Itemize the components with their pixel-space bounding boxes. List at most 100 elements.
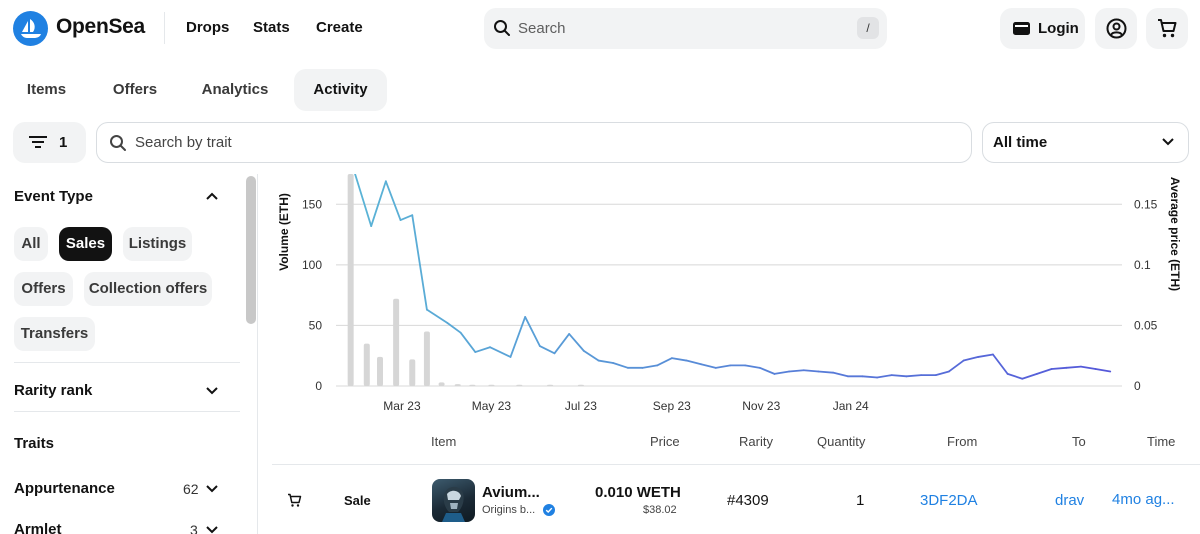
opensea-logo[interactable] [13, 11, 48, 46]
average-price-line-segment [509, 316, 527, 358]
average-price-line-segment [426, 308, 449, 324]
profile-button[interactable] [1095, 8, 1137, 49]
sidebar-scrollbar[interactable] [246, 176, 256, 324]
nft-thumbnail[interactable] [432, 479, 475, 522]
column-header-rarity[interactable]: Rarity [739, 434, 773, 449]
cart-icon [288, 493, 302, 507]
average-price-line-segment [411, 214, 428, 311]
average-price-line-segment [597, 359, 615, 364]
rarity-rank-heading[interactable]: Rarity rank [14, 382, 93, 399]
activity-chart: 0 0 50 0.05 100 0.1 150 0.15 Mar 23 May 23 Jul 23 S… [277, 174, 1182, 413]
event-chip-offers[interactable]: Offers [14, 272, 73, 306]
x-tick-label: Jul 23 [565, 399, 597, 413]
login-label: Login [1038, 20, 1079, 37]
average-price-line-segment [1006, 372, 1024, 380]
average-price-line-segment [905, 374, 923, 378]
column-header-to[interactable]: To [1072, 434, 1086, 449]
x-tick-label: Sep 23 [653, 399, 691, 413]
average-price-line-segment [934, 370, 950, 376]
global-search-input[interactable]: Search / [484, 8, 887, 49]
search-icon [110, 135, 126, 151]
average-price-line-segment [890, 374, 908, 378]
volume-bar [347, 174, 354, 386]
event-chip-collection-offers[interactable]: Collection offers [84, 272, 212, 306]
search-placeholder: Search [518, 20, 566, 37]
search-shortcut-key: / [857, 17, 879, 39]
filter-toggle-button[interactable]: 1 [13, 122, 86, 163]
average-price-line-segment [802, 369, 820, 373]
collection-name[interactable]: Origins b... [482, 504, 536, 516]
average-price-line-segment [1080, 365, 1097, 370]
average-price-line-segment [641, 364, 659, 369]
y-right-tick-label: 0.1 [1134, 258, 1151, 272]
y-left-tick-label: 50 [309, 318, 323, 332]
cart-button[interactable] [1146, 8, 1188, 49]
time-range-select[interactable]: All time [982, 122, 1189, 163]
event-chip-all[interactable]: All [14, 227, 48, 261]
column-header-time[interactable]: Time [1147, 434, 1176, 449]
average-price-line-segment [714, 364, 732, 369]
column-header-from[interactable]: From [947, 434, 978, 449]
tab-activity[interactable]: Activity [294, 69, 387, 111]
y-left-tick-label: 100 [302, 258, 322, 272]
search-icon [493, 19, 511, 42]
time-link[interactable]: 4mo ag... [1112, 491, 1175, 508]
nav-create[interactable]: Create [316, 19, 363, 36]
tab-items[interactable]: Items [26, 81, 67, 98]
column-header-quantity[interactable]: Quantity [817, 434, 866, 449]
average-price-line-segment [1094, 368, 1112, 373]
volume-bar [516, 384, 523, 386]
volume-bar [577, 384, 584, 386]
y-right-tick-label: 0 [1134, 379, 1141, 393]
average-price-line-segment [553, 333, 571, 355]
average-price-line-segment [1036, 368, 1053, 375]
tab-offers[interactable]: Offers [112, 81, 158, 98]
item-name[interactable]: Avium... [482, 484, 540, 501]
volume-bar [423, 331, 430, 386]
column-header-price[interactable]: Price [650, 434, 680, 449]
trait-group-armlet[interactable]: Armlet [14, 521, 62, 534]
y-right-tick-label: 0.05 [1134, 318, 1158, 332]
brand-name[interactable]: OpenSea [56, 15, 145, 38]
sidebar-divider [14, 411, 240, 412]
y-right-axis-title: Average price (ETH) [1168, 177, 1182, 291]
column-header-item[interactable]: Item [431, 434, 457, 449]
rarity-value: #4309 [727, 492, 769, 509]
event-chip-listings[interactable]: Listings [123, 227, 192, 261]
filter-icon [29, 136, 47, 148]
login-button[interactable]: Login [1000, 8, 1085, 49]
average-price-line-segment [568, 333, 585, 352]
filter-count: 1 [59, 134, 68, 151]
verified-badge-icon [543, 504, 555, 516]
y-left-tick-label: 150 [302, 197, 322, 211]
chevron-down-icon[interactable] [206, 526, 218, 534]
event-type-label: Sale [344, 493, 371, 508]
account-icon [1106, 18, 1126, 39]
volume-bar [488, 384, 495, 386]
average-price-line-segment [962, 356, 980, 362]
wallet-icon [1013, 22, 1030, 35]
event-chip-transfers[interactable]: Transfers [14, 317, 95, 351]
volume-bar [409, 359, 416, 386]
trait-group-appurtenance[interactable]: Appurtenance [14, 480, 115, 497]
x-tick-label: May 23 [472, 399, 512, 413]
from-address-link[interactable]: 3DF2DA [920, 492, 978, 509]
average-price-line-segment [489, 346, 512, 358]
event-type-heading[interactable]: Event Type [14, 188, 93, 205]
to-address-link[interactable]: drav [1055, 492, 1085, 509]
average-price-line-segment [474, 346, 491, 353]
nav-drops[interactable]: Drops [186, 19, 230, 36]
nav-stats[interactable]: Stats [253, 19, 290, 36]
average-price-line-segment [612, 362, 629, 369]
top-nav: OpenSea Drops Stats Create Search / Logi… [0, 0, 1200, 58]
cart-icon [1157, 19, 1176, 38]
trait-search-placeholder: Search by trait [135, 134, 232, 151]
average-price-line-segment [354, 174, 373, 227]
y-right-tick-label: 0.15 [1134, 197, 1158, 211]
chevron-up-icon[interactable] [206, 192, 218, 200]
chevron-down-icon[interactable] [206, 387, 218, 395]
chevron-down-icon[interactable] [206, 485, 218, 493]
tab-analytics[interactable]: Analytics [201, 81, 269, 98]
event-chip-sales[interactable]: Sales [59, 227, 112, 261]
trait-search-input[interactable]: Search by trait [96, 122, 972, 163]
